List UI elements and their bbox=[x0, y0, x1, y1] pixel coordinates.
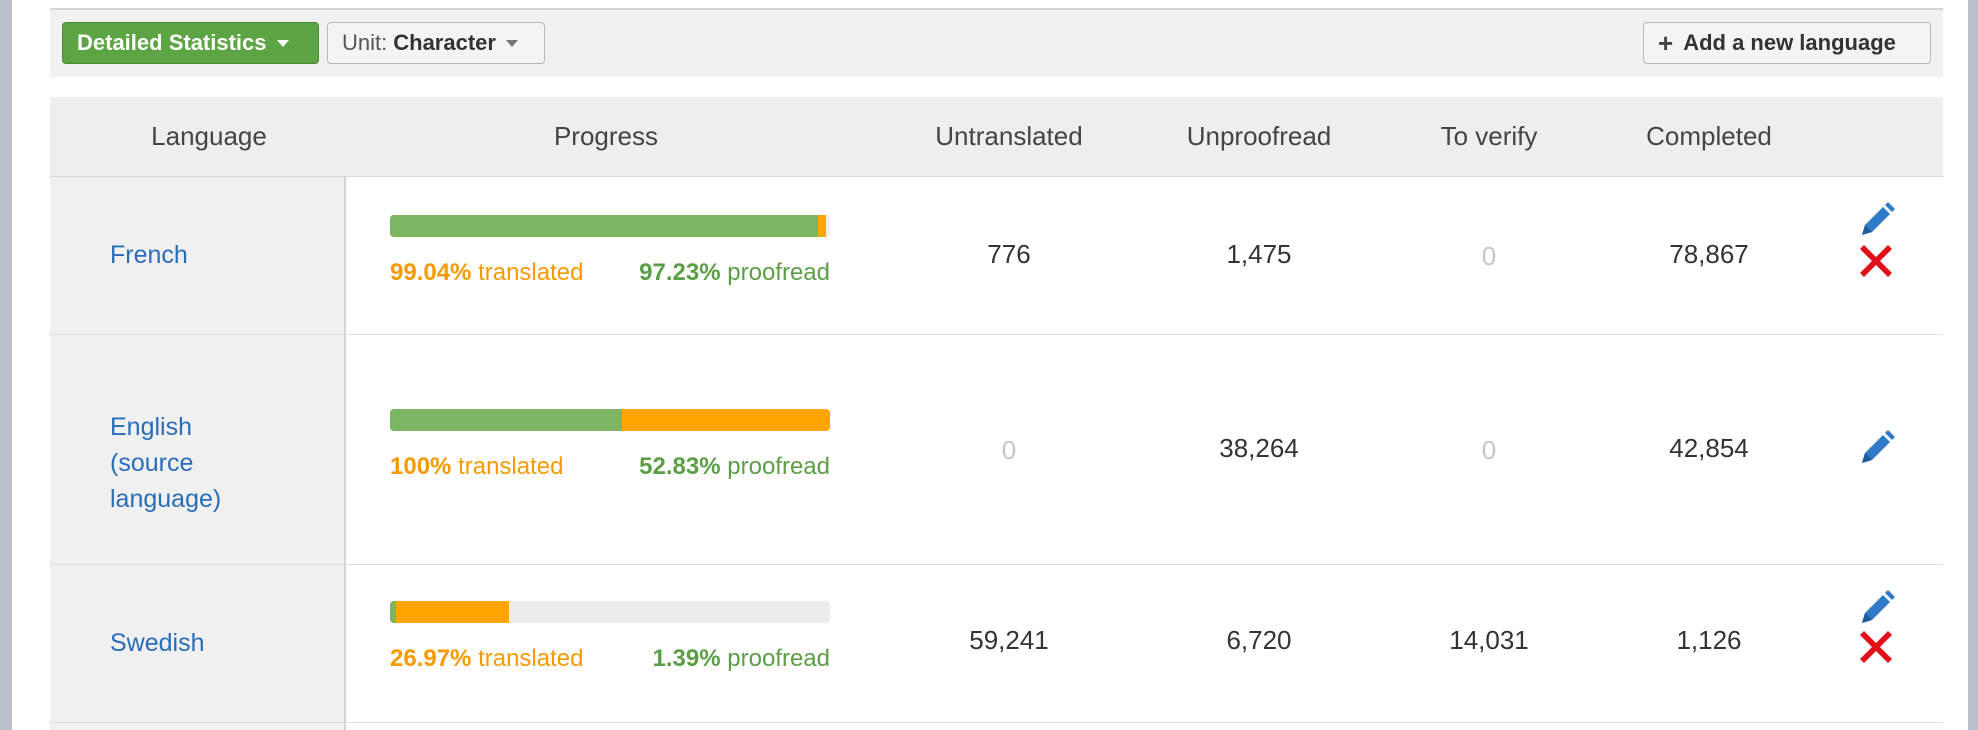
language-link-french[interactable]: French bbox=[110, 241, 188, 269]
language-link-swedish[interactable]: Swedish bbox=[110, 629, 205, 657]
delete-icon[interactable] bbox=[1856, 241, 1896, 281]
page-frame: Detailed Statistics Unit: Character + Ad… bbox=[12, 0, 1968, 730]
pencil-icon[interactable] bbox=[1856, 429, 1896, 469]
column-header-language: Language bbox=[151, 121, 267, 151]
progress-bar bbox=[390, 409, 830, 431]
table-row: Swedish 26.97% translated 1.39% proofrea… bbox=[50, 565, 1943, 723]
proofread-fill bbox=[390, 409, 623, 431]
detailed-statistics-label: Detailed Statistics bbox=[77, 30, 267, 55]
untranslated-count: 0 bbox=[1001, 435, 1017, 465]
language-cell: English (source language) bbox=[50, 335, 346, 564]
detailed-statistics-dropdown[interactable]: Detailed Statistics bbox=[62, 22, 319, 64]
completed-count: 78,867 bbox=[1669, 239, 1749, 269]
table-row bbox=[50, 723, 1943, 730]
column-header-unproofread: Unproofread bbox=[1186, 121, 1332, 151]
proofread-fill bbox=[390, 215, 818, 237]
progress-bar bbox=[390, 215, 830, 237]
language-cell bbox=[50, 723, 346, 730]
unit-value: Character bbox=[393, 30, 496, 55]
language-table: Language Progress Untranslated Unproofre… bbox=[50, 97, 1943, 730]
proofread-fill bbox=[390, 601, 397, 623]
divider bbox=[50, 8, 1943, 10]
column-header-progress: Progress bbox=[553, 121, 659, 151]
translated-stat: 100% translated bbox=[390, 453, 564, 480]
column-header-to-verify: To verify bbox=[1440, 121, 1538, 151]
completed-count: 1,126 bbox=[1676, 625, 1742, 655]
unproofread-count: 1,475 bbox=[1226, 239, 1292, 269]
untranslated-count: 776 bbox=[987, 239, 1031, 269]
table-row: English (source language) 100% translate… bbox=[50, 335, 1943, 565]
add-language-label: Add a new language bbox=[1683, 30, 1896, 55]
table-row: French 99.04% translated 97.23% proofrea… bbox=[50, 177, 1943, 335]
unproofread-count: 38,264 bbox=[1219, 433, 1299, 463]
plus-icon: + bbox=[1658, 27, 1674, 58]
language-link-english[interactable]: English (source language) bbox=[110, 413, 222, 513]
unit-dropdown[interactable]: Unit: Character bbox=[327, 22, 545, 64]
unit-prefix: Unit: bbox=[342, 30, 388, 55]
proofread-stat: 1.39% proofread bbox=[652, 645, 830, 672]
add-language-button[interactable]: + Add a new language bbox=[1643, 22, 1931, 64]
translated-stat: 99.04% translated bbox=[390, 259, 584, 286]
completed-count: 42,854 bbox=[1669, 433, 1749, 463]
progress-bar bbox=[390, 601, 830, 623]
pencil-icon[interactable] bbox=[1856, 589, 1896, 629]
translated-stat: 26.97% translated bbox=[390, 645, 584, 672]
to-verify-count: 0 bbox=[1481, 435, 1497, 465]
delete-icon[interactable] bbox=[1856, 627, 1896, 667]
language-cell: Swedish bbox=[50, 565, 346, 722]
to-verify-count: 14,031 bbox=[1449, 625, 1529, 655]
untranslated-count: 59,241 bbox=[969, 625, 1049, 655]
column-header-completed: Completed bbox=[1646, 121, 1772, 151]
pencil-icon[interactable] bbox=[1856, 201, 1896, 241]
caret-down-icon bbox=[505, 39, 518, 47]
column-header-untranslated: Untranslated bbox=[935, 121, 1083, 151]
proofread-stat: 52.83% proofread bbox=[639, 453, 830, 480]
proofread-stat: 97.23% proofread bbox=[639, 259, 830, 286]
unproofread-count: 6,720 bbox=[1226, 625, 1292, 655]
language-cell: French bbox=[50, 177, 346, 334]
table-header: Language Progress Untranslated Unproofre… bbox=[50, 97, 1943, 177]
translated-fill bbox=[390, 601, 509, 623]
to-verify-count: 0 bbox=[1481, 241, 1497, 271]
toolbar: Detailed Statistics Unit: Character + Ad… bbox=[50, 10, 1943, 77]
caret-down-icon bbox=[276, 39, 289, 47]
